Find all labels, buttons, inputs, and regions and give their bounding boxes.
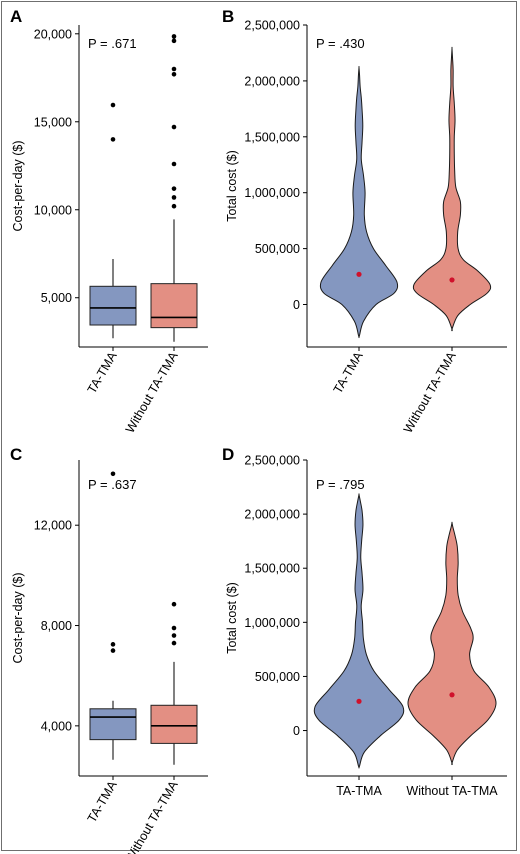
box xyxy=(150,283,198,329)
panel-b: B 0 500,000 1,000,000 1,500,000 2,000,000 2,50… xyxy=(222,7,507,435)
outlier-point xyxy=(171,186,177,191)
y-tick-label: 2,000,000 xyxy=(244,74,300,88)
outlier-point xyxy=(171,38,177,44)
violin-shape xyxy=(319,66,399,339)
p-value-label: P = .671 xyxy=(88,36,137,51)
panel-letter: A xyxy=(10,7,22,26)
series-ta-tma xyxy=(319,66,399,339)
x-tick-label: TA-TMA xyxy=(85,778,120,825)
box xyxy=(89,708,137,741)
outlier-point xyxy=(171,161,177,167)
series-without-ta-tma xyxy=(150,601,198,765)
y-tick-label: 4,000 xyxy=(41,719,72,733)
outlier-point xyxy=(171,633,177,638)
y-tick-label: 2,500,000 xyxy=(244,454,300,468)
y-tick-label: 8,000 xyxy=(41,619,72,633)
outlier-point xyxy=(171,195,177,200)
panel-letter: C xyxy=(10,445,22,464)
outlier-point xyxy=(171,66,177,72)
outlier-point xyxy=(171,625,177,631)
box xyxy=(150,704,198,744)
violin-shape xyxy=(412,46,492,332)
x-tick-label: Without TA-TMA xyxy=(123,778,181,854)
panel-a: A 5,000 10,000 15,000 20,000 Cost-per-day ($)… xyxy=(10,7,208,435)
mean-point xyxy=(356,698,362,704)
p-value-label: P = .795 xyxy=(316,477,365,492)
y-tick-label: 20,000 xyxy=(34,27,72,41)
y-tick-label: 500,000 xyxy=(255,670,300,684)
outlier-point xyxy=(171,601,177,607)
outlier-point xyxy=(110,648,116,653)
y-axis-title: Cost-per-day ($) xyxy=(11,141,25,232)
x-tick-label: Without TA-TMA xyxy=(401,349,459,436)
y-tick-label: 12,000 xyxy=(34,519,72,533)
violin-shape xyxy=(407,521,497,766)
x-tick-label: Without TA-TMA xyxy=(406,784,498,798)
series-ta-tma xyxy=(313,493,405,769)
panel-letter: D xyxy=(222,445,234,464)
y-axis-title: Total cost ($) xyxy=(225,582,239,654)
mean-point xyxy=(449,692,455,698)
x-tick-label: TA-TMA xyxy=(85,349,120,396)
panel-c: C 4,000 8,000 12,000 Cost-per-day ($) P = .63… xyxy=(10,445,208,854)
y-tick-label: 0 xyxy=(293,724,300,738)
outlier-point xyxy=(110,137,116,142)
y-tick-label: 0 xyxy=(293,298,300,312)
y-tick-label: 2,500,000 xyxy=(244,19,300,33)
outlier-point xyxy=(110,642,116,647)
outlier-point xyxy=(110,471,116,477)
panel-letter: B xyxy=(222,7,234,26)
x-tick-label: TA-TMA xyxy=(331,349,366,396)
outlier-point xyxy=(171,124,177,130)
x-tick-label: TA-TMA xyxy=(336,784,382,798)
outlier-point xyxy=(110,102,116,108)
outlier-point xyxy=(171,203,177,209)
series-ta-tma xyxy=(89,471,137,760)
outlier-point xyxy=(171,71,177,77)
y-tick-label: 1,000,000 xyxy=(244,186,300,200)
series-without-ta-tma xyxy=(412,46,492,332)
mean-point xyxy=(449,277,455,283)
y-axis-title: Cost-per-day ($) xyxy=(11,573,25,664)
outlier-point xyxy=(171,640,177,646)
y-tick-label: 1,000,000 xyxy=(244,616,300,630)
y-tick-label: 500,000 xyxy=(255,242,300,256)
mean-point xyxy=(356,271,362,277)
violin-shape xyxy=(313,493,405,769)
y-tick-label: 5,000 xyxy=(41,291,72,305)
y-tick-label: 15,000 xyxy=(34,115,72,129)
y-tick-label: 2,000,000 xyxy=(244,508,300,522)
outlier-point xyxy=(171,34,177,39)
series-without-ta-tma xyxy=(407,521,497,766)
p-value-label: P = .430 xyxy=(316,36,365,51)
y-tick-label: 10,000 xyxy=(34,203,72,217)
series-without-ta-tma xyxy=(150,34,198,342)
y-axis-title: Total cost ($) xyxy=(225,150,239,222)
y-tick-label: 1,500,000 xyxy=(244,562,300,576)
panel-d: D 0 500,000 1,000,000 1,500,000 2,000,000 2,50… xyxy=(222,445,507,798)
p-value-label: P = .637 xyxy=(88,477,137,492)
x-tick-label: Without TA-TMA xyxy=(123,349,181,436)
series-ta-tma xyxy=(89,102,137,339)
y-tick-label: 1,500,000 xyxy=(244,130,300,144)
box xyxy=(89,285,137,326)
